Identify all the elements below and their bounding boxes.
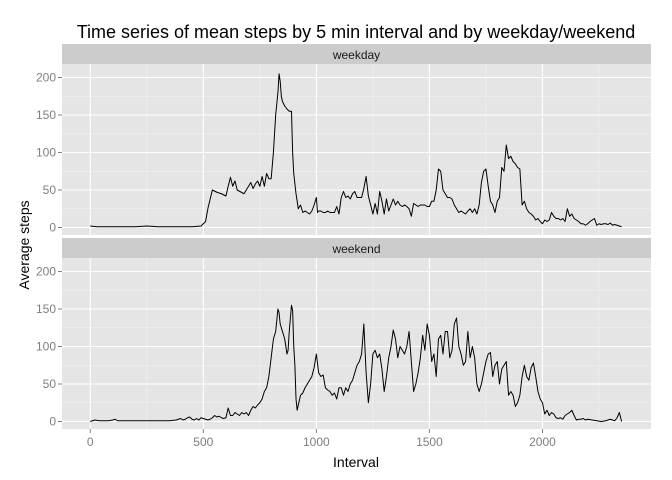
series-line-weekend xyxy=(90,304,623,422)
facet-strip-label: weekday xyxy=(332,48,380,62)
y-tick-label: 0 xyxy=(49,415,56,429)
x-tick-label: 500 xyxy=(193,435,213,449)
facet-weekday: weekday 0 50 100 150 200 xyxy=(36,44,651,235)
y-tick-label: 50 xyxy=(43,183,57,197)
y-axis-label: Average steps xyxy=(16,200,32,289)
y-tick-label: 200 xyxy=(36,71,56,85)
x-axis-label: Interval xyxy=(333,454,379,470)
facet-strip xyxy=(62,238,651,258)
x-tick-label: 1000 xyxy=(303,435,330,449)
facet-weekend: weekend 0 50 100 150 200 xyxy=(36,238,651,429)
y-tick-label: 0 xyxy=(49,221,56,235)
x-tick-label: 2000 xyxy=(529,435,556,449)
facet-panels: weekday 0 50 100 150 200 weekend 0 50 100 150 200 xyxy=(36,44,651,429)
x-tick-label: 1500 xyxy=(416,435,443,449)
chart-title: Time series of mean steps by 5 min inter… xyxy=(77,22,636,42)
x-tick-label: 0 xyxy=(87,435,94,449)
y-tick-label: 100 xyxy=(36,340,56,354)
facet-strip-label: weekend xyxy=(331,242,380,256)
y-tick-label: 150 xyxy=(36,302,56,316)
x-axis: 0 500 1000 1500 2000 xyxy=(87,429,556,449)
panel-background xyxy=(62,64,651,235)
panel-background xyxy=(62,258,651,429)
y-tick-label: 150 xyxy=(36,108,56,122)
y-tick-label: 100 xyxy=(36,146,56,160)
series-line-weekday xyxy=(90,73,622,228)
y-tick-label: 50 xyxy=(43,377,57,391)
facet-strip xyxy=(62,44,651,64)
y-tick-label: 200 xyxy=(36,265,56,279)
